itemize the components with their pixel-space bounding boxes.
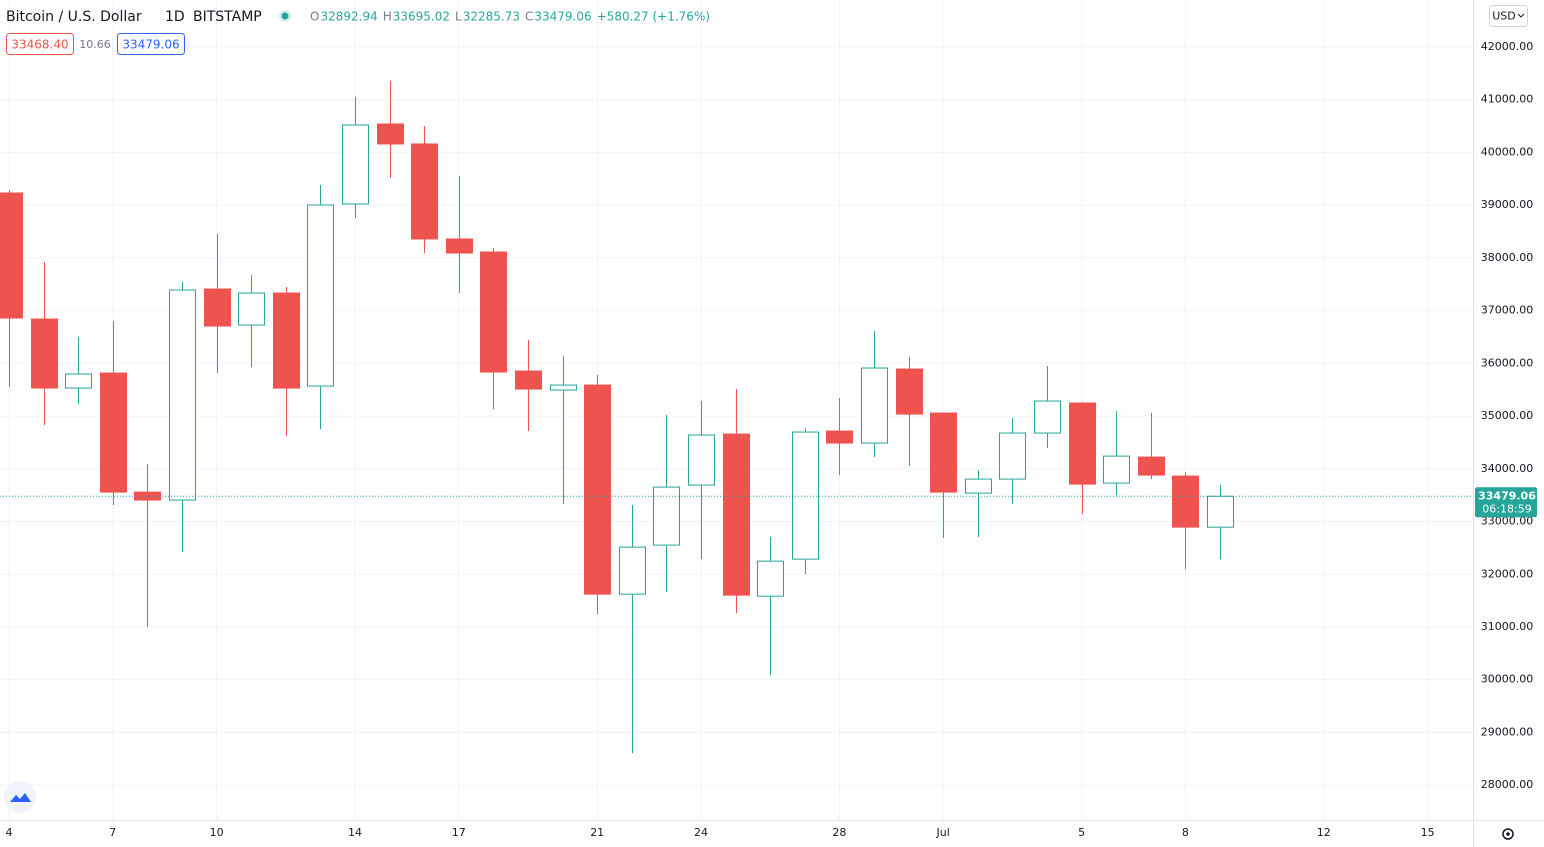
candle-body: [896, 368, 923, 415]
x-tick-label: 15: [1421, 826, 1435, 839]
candle-body: [550, 384, 577, 391]
currency-label: USD: [1492, 10, 1516, 23]
candles: [0, 80, 1473, 754]
logo-bg[interactable]: [4, 781, 36, 813]
candle-body: [619, 546, 646, 595]
settings-icon-center: [1506, 832, 1510, 836]
status-dot: [281, 12, 289, 20]
ohlc-key: L: [455, 10, 462, 24]
candle-body: [723, 433, 750, 596]
spread: 10.66: [79, 38, 111, 51]
bid-price: 33468.40: [11, 38, 68, 52]
y-tick-label: 36000.00: [1481, 356, 1534, 369]
y-tick-label: 31000.00: [1481, 620, 1534, 633]
ohlc-value: 32285.73: [463, 10, 520, 24]
ohlc-value: 32892.94: [320, 10, 377, 24]
x-tick-label: 4: [6, 826, 13, 839]
symbol-title: Bitcoin / U.S. Dollar: [6, 9, 142, 25]
currency-caret: [1517, 13, 1525, 18]
candle-body: [65, 373, 92, 389]
candle-body: [688, 434, 715, 486]
ask-price: 33479.06: [122, 38, 179, 52]
candle-body: [930, 412, 957, 493]
y-tick-label: 42000.00: [1481, 40, 1534, 53]
candle-body: [0, 192, 23, 319]
logo: [10, 793, 31, 802]
x-tick-label: 8: [1182, 826, 1189, 839]
candle-body: [965, 478, 992, 494]
candle-body: [377, 123, 404, 145]
ohlc-value: 33695.02: [393, 10, 450, 24]
ohlc-value: 33479.06: [534, 10, 591, 24]
candle-body: [1172, 475, 1199, 528]
candle-body: [204, 288, 231, 327]
candle-body: [307, 204, 334, 387]
y-tick-label: 28000.00: [1481, 778, 1534, 791]
x-tick-label: 17: [452, 826, 466, 839]
candle-body: [411, 143, 438, 240]
axes: 28000.00 29000.00 30000.00 31000.00 32000.00…: [6, 40, 1537, 839]
ohlc-key: C: [525, 10, 533, 24]
countdown: 06:18:59: [1482, 502, 1531, 515]
candle-body: [1069, 402, 1096, 485]
candle-body: [480, 251, 507, 373]
ask-box[interactable]: [117, 33, 185, 55]
y-tick-label: 30000.00: [1481, 673, 1534, 686]
exchange: BITSTAMP: [193, 9, 262, 25]
candle-body: [1138, 456, 1165, 476]
x-tick-label: 24: [694, 826, 708, 839]
candle-body: [273, 292, 300, 389]
candle-body: [342, 124, 369, 205]
settings-icon[interactable]: [1502, 828, 1514, 840]
last-price-label: 33479.06: [1478, 489, 1536, 502]
currency-button[interactable]: [1489, 5, 1528, 27]
y-tick-label: 37000.00: [1481, 304, 1534, 317]
candle-body: [100, 372, 127, 493]
candle-body: [446, 238, 473, 254]
candle-body: [1103, 455, 1130, 484]
y-tick-label: 41000.00: [1481, 93, 1534, 106]
y-tick-label: 33000.00: [1481, 515, 1534, 528]
y-tick-label: 39000.00: [1481, 198, 1534, 211]
candle-body: [1034, 400, 1061, 434]
x-tick-label: 12: [1317, 826, 1331, 839]
x-tick-label: 5: [1078, 826, 1085, 839]
candle-body: [757, 560, 784, 597]
ohlc-legend: O 32892.94 H 33695.02 L 32285.73 C 33479.06 +580…: [310, 10, 710, 24]
y-tick-label: 40000.00: [1481, 145, 1534, 158]
x-tick-label: 14: [348, 826, 362, 839]
x-tick-label: 10: [210, 826, 224, 839]
x-tick-label: 21: [590, 826, 604, 839]
ohlc-key: O: [310, 10, 319, 24]
candle-body: [861, 367, 888, 444]
candle-body: [515, 370, 542, 390]
change: +580.27 (+1.76%): [597, 10, 710, 24]
x-tick-label: Jul: [936, 826, 950, 839]
x-tick-label: 28: [832, 826, 846, 839]
ohlc-key: H: [383, 10, 392, 24]
y-tick-label: 29000.00: [1481, 725, 1534, 738]
y-tick-label: 32000.00: [1481, 567, 1534, 580]
candle-body: [1207, 495, 1234, 528]
candle-body: [584, 384, 611, 595]
interval: 1D: [165, 9, 185, 25]
candle-body: [238, 292, 265, 326]
candle-body: [169, 289, 196, 501]
candle-body: [826, 430, 853, 444]
bid-box[interactable]: [6, 33, 74, 55]
last-price-box: [1475, 487, 1537, 518]
candle-body: [31, 318, 58, 389]
y-tick-label: 38000.00: [1481, 251, 1534, 264]
candle-body: [999, 432, 1026, 480]
y-tick-label: 35000.00: [1481, 409, 1534, 422]
x-tick-label: 7: [109, 826, 116, 839]
candle-body: [792, 431, 819, 560]
y-tick-label: 34000.00: [1481, 462, 1534, 475]
